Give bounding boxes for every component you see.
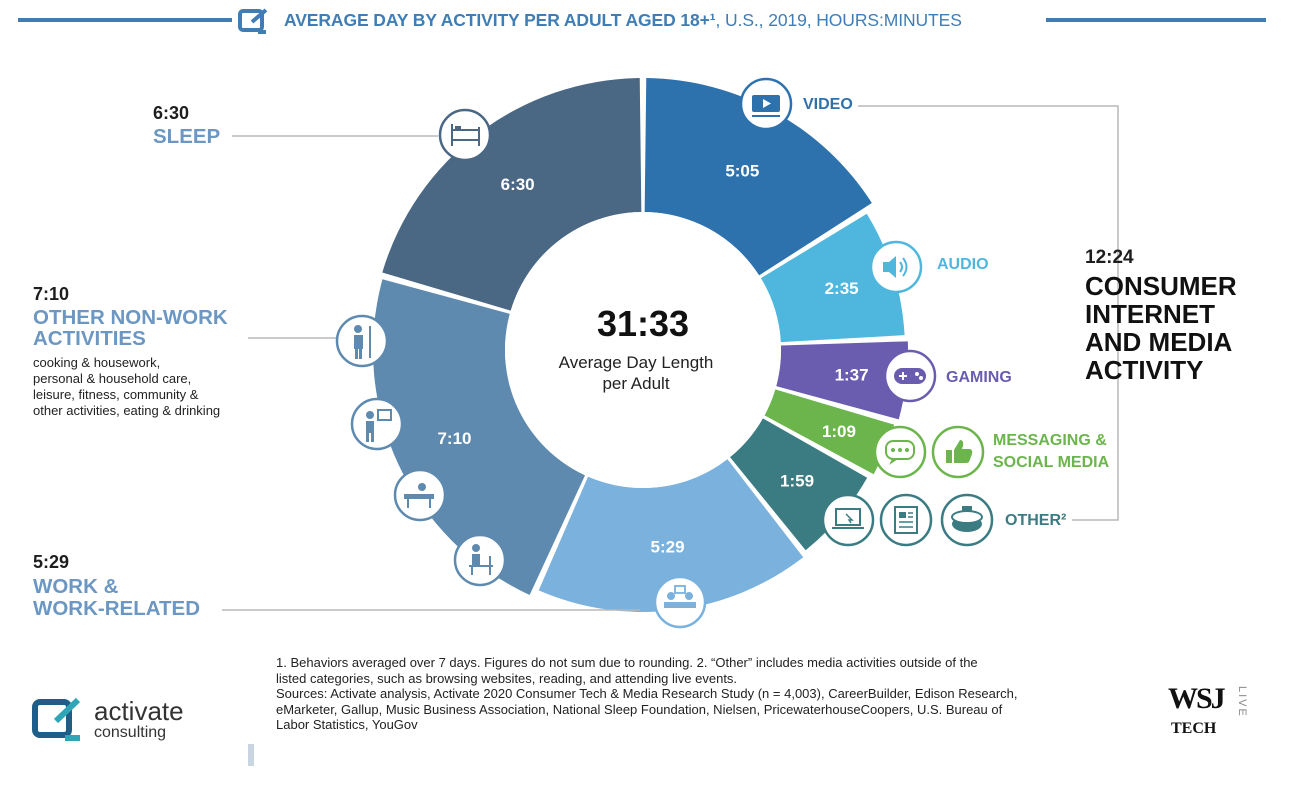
- consumer-category: CONSUMER INTERNET AND MEDIA ACTIVITY: [1085, 271, 1237, 385]
- massage-table-icon: [393, 468, 447, 522]
- header-rule-left: [18, 18, 232, 22]
- slice-video: [644, 78, 872, 276]
- other-label: OTHER²: [1005, 512, 1067, 529]
- work-category-line1: WORK &: [33, 575, 119, 598]
- newspaper-icon: [879, 493, 933, 547]
- wsj-tech-label: TECH: [1171, 720, 1217, 737]
- slice-value-messaging: 1:09: [822, 422, 856, 441]
- person-presentation-icon: [350, 397, 404, 451]
- laptop-browsing-icon: [821, 493, 875, 547]
- bed-icon: [438, 108, 492, 162]
- work-value: 5:29: [33, 552, 70, 572]
- video-label: VIDEO: [803, 96, 853, 113]
- wsj-live-label: LIVE: [1236, 686, 1248, 718]
- messaging-label-line1: MESSAGING &: [993, 432, 1107, 449]
- chat-bubble-icon: [873, 425, 927, 479]
- person-cleaning-icon: [335, 314, 389, 368]
- sleep-category: SLEEP: [153, 125, 221, 148]
- slice-nonwork: [373, 279, 586, 596]
- chart-title: AVERAGE DAY BY ACTIVITY PER ADULT AGED 1…: [284, 10, 962, 30]
- donut-hole: [505, 212, 781, 488]
- slice-audio: [760, 213, 905, 343]
- video-player-icon: [739, 77, 793, 131]
- footnotes: 1. Behaviors averaged over 7 days. Figur…: [276, 655, 1018, 732]
- messaging-label-line2: SOCIAL MEDIA: [993, 454, 1110, 471]
- slice-work: [538, 459, 804, 612]
- slice-value-nonwork: 7:10: [437, 429, 471, 448]
- slice-gaming: [776, 341, 908, 420]
- consumer-total-value: 12:24: [1085, 247, 1134, 268]
- activate-wordmark: activate: [94, 696, 184, 726]
- header-rule-right: [1046, 18, 1266, 22]
- slice-messaging: [764, 389, 895, 475]
- game-controller-icon: [883, 349, 937, 403]
- activate-brand-logo-icon: [32, 697, 81, 741]
- nonwork-value: 7:10: [33, 284, 70, 304]
- connector-lines: [222, 105, 1119, 611]
- slice-value-work: 5:29: [651, 537, 685, 556]
- slide-marker: [248, 744, 254, 766]
- center-label-line1: Average Day Length: [559, 353, 714, 372]
- nonwork-notes: cooking & housework, personal & househol…: [33, 355, 221, 418]
- slice-value-other: 1:59: [780, 472, 814, 491]
- consulting-wordmark: consulting: [94, 724, 167, 741]
- slice-value-sleep: 6:30: [501, 175, 535, 194]
- nonwork-category-line1: OTHER NON-WORK: [33, 306, 228, 329]
- nonwork-category-line2: ACTIVITIES: [33, 327, 146, 350]
- slice-value-audio: 2:35: [825, 279, 859, 298]
- gaming-label: GAMING: [946, 369, 1012, 386]
- slice-value-gaming: 1:37: [835, 365, 869, 384]
- activate-logo-icon: [238, 8, 268, 34]
- slice-sleep: [382, 78, 642, 311]
- work-category-line2: WORK-RELATED: [33, 597, 201, 620]
- meeting-icon: [653, 575, 707, 629]
- sleep-value: 6:30: [153, 103, 190, 123]
- person-at-desk-icon: [453, 533, 507, 587]
- stadium-icon: [940, 493, 994, 547]
- center-label-line2: per Adult: [602, 374, 669, 393]
- wsj-logo: WSJ: [1168, 682, 1226, 715]
- slice-value-video: 5:05: [725, 162, 759, 181]
- speaker-icon: [869, 240, 923, 294]
- center-total: 31:33: [597, 303, 689, 344]
- thumbs-up-icon: [931, 425, 985, 479]
- audio-label: AUDIO: [937, 256, 989, 273]
